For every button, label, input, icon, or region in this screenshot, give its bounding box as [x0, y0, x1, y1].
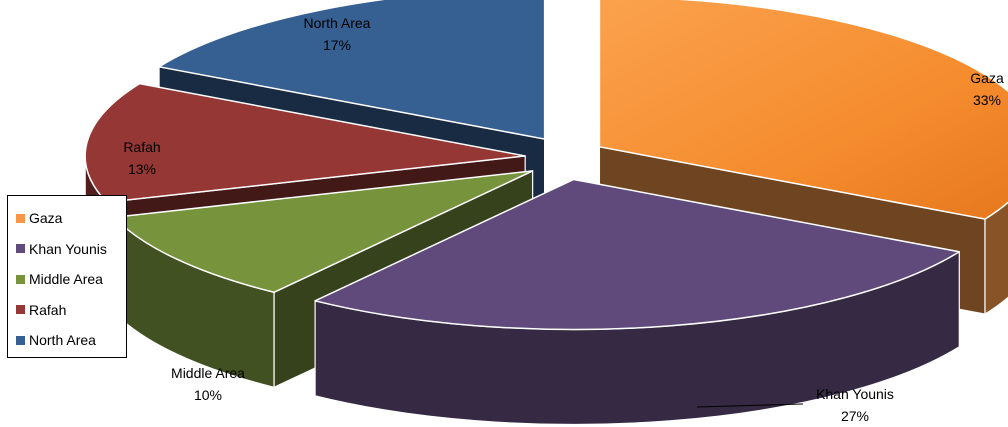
data-label-value: 17% — [322, 37, 352, 53]
legend-swatch — [16, 305, 25, 315]
data-label-middle-area: Middle Area 10% — [153, 362, 263, 406]
data-label-value: 10% — [193, 387, 223, 403]
slice-top — [598, 0, 1008, 220]
legend-item-gaza: Gaza — [8, 203, 126, 234]
legend-swatch — [16, 335, 25, 345]
leader-line-khan-younis — [696, 403, 804, 408]
legend-label: Khan Younis — [29, 240, 107, 257]
pie-slice-khan-younis — [314, 178, 961, 426]
data-label-category: Middle Area — [171, 365, 245, 381]
legend-item-north-area: North Area — [8, 325, 126, 356]
slice-outer-side — [984, 201, 1008, 315]
data-label-gaza: Gaza 33% — [962, 67, 1008, 111]
legend-item-khan-younis: Khan Younis — [8, 234, 126, 265]
data-label-north-area: North Area 17% — [282, 12, 392, 56]
data-label-category: Rafah — [123, 139, 161, 155]
chart-legend: Gaza Khan Younis Middle Area Rafah North… — [7, 195, 127, 358]
legend-swatch — [16, 274, 25, 284]
slice-top — [314, 178, 961, 331]
slice-top — [158, 0, 546, 140]
data-label-category: Gaza — [970, 70, 1004, 86]
slice-top — [84, 82, 526, 204]
data-label-khan-younis: Khan Younis 27% — [800, 383, 910, 427]
data-label-category: North Area — [303, 15, 371, 31]
data-label-value: 33% — [972, 92, 1002, 108]
legend-label: North Area — [29, 332, 96, 349]
legend-swatch — [16, 213, 25, 223]
data-label-category: Khan Younis — [816, 386, 894, 402]
data-label-value: 27% — [840, 408, 870, 424]
legend-label: Gaza — [29, 210, 63, 227]
data-label-value: 13% — [127, 161, 157, 177]
data-label-rafah: Rafah 13% — [112, 136, 172, 180]
legend-swatch — [16, 244, 25, 254]
legend-item-middle-area: Middle Area — [8, 264, 126, 295]
legend-label: Rafah — [29, 301, 67, 318]
legend-label: Middle Area — [29, 271, 103, 288]
legend-item-rafah: Rafah — [8, 295, 126, 326]
